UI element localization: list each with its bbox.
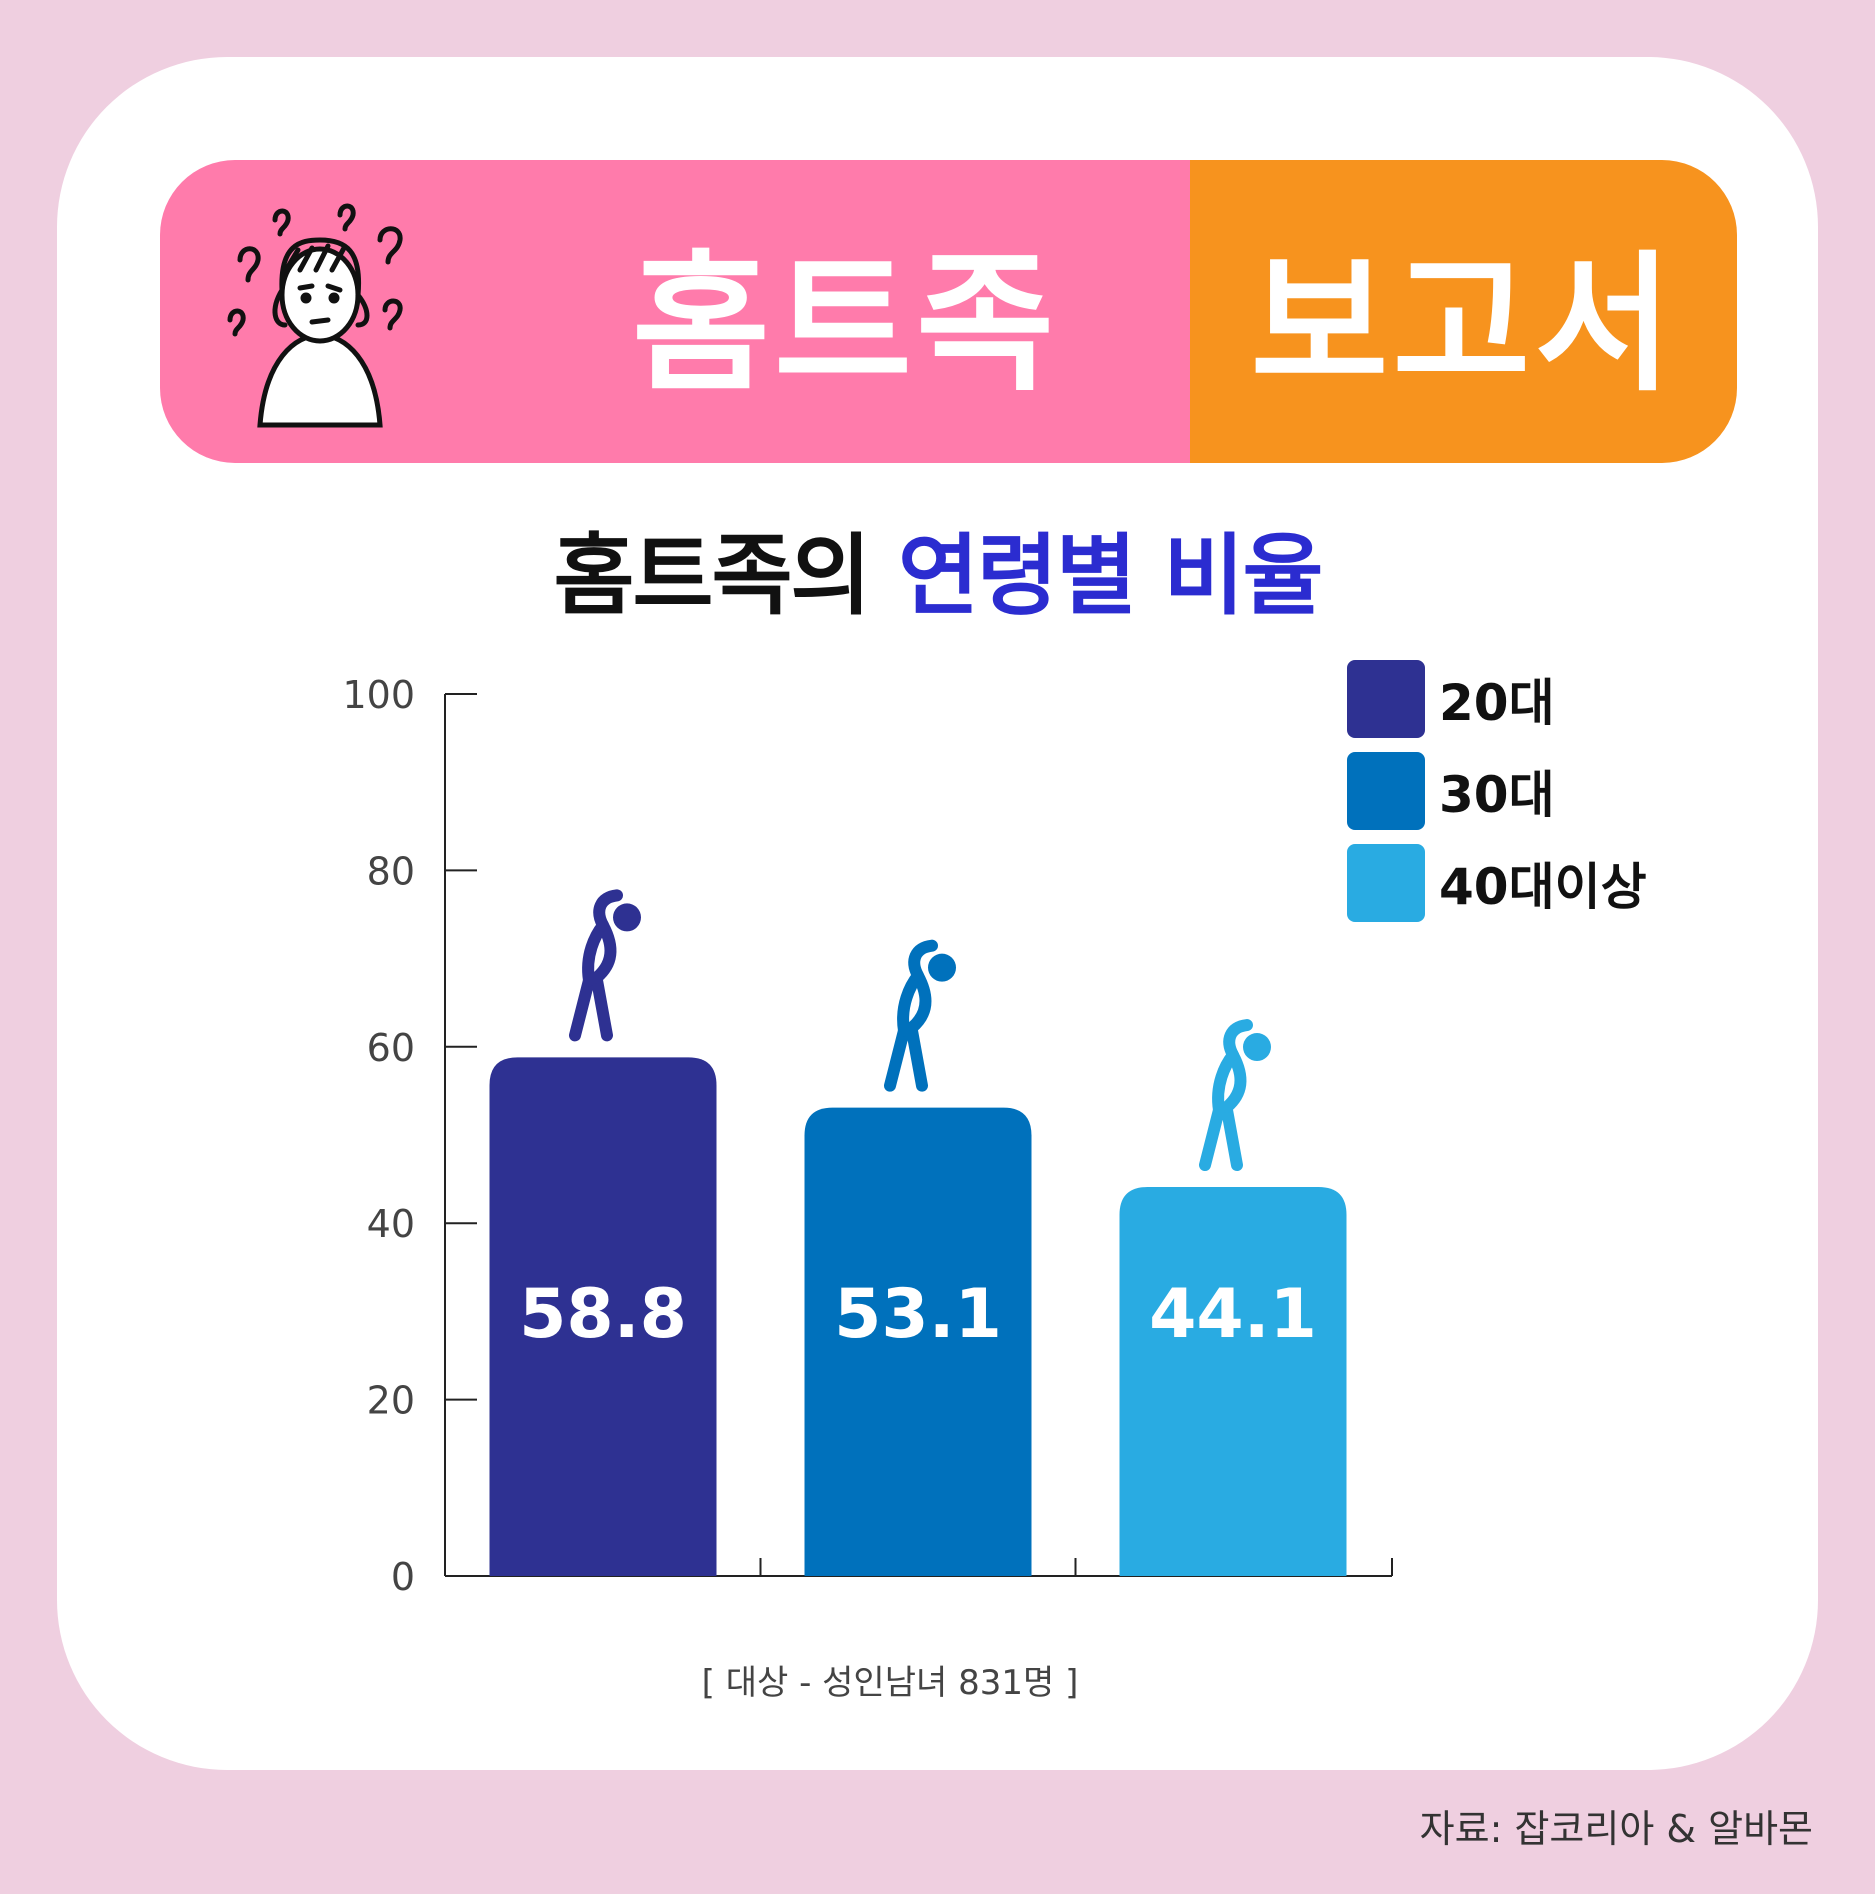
stretching-person-icon — [569, 889, 641, 1042]
legend-swatch — [1347, 660, 1425, 738]
source-credit: 자료: 잡코리아 & 알바몬 — [1419, 1807, 1813, 1851]
bar-1 — [489, 1057, 717, 1576]
y-tick-label: 60 — [367, 1026, 415, 1070]
chart-title: 홈트족의 연령별 비율 — [0, 505, 1875, 632]
banner-subtitle: 보고서 — [1250, 238, 1677, 412]
legend-label: 40대이상 — [1439, 858, 1647, 916]
y-tick-label: 40 — [367, 1202, 415, 1246]
confused-person-icon — [227, 203, 403, 428]
stretching-person-icon — [1199, 1019, 1271, 1172]
y-tick-label: 20 — [367, 1379, 415, 1423]
banner-title: 홈트족 — [631, 238, 1058, 412]
y-tick-label: 0 — [391, 1555, 415, 1599]
title-banner: 홈트족 보고서 — [160, 160, 1737, 463]
legend-swatch — [1347, 752, 1425, 830]
chart-title-highlight: 연령별 비율 — [898, 524, 1323, 627]
bar-value-label: 44.1 — [1149, 1275, 1317, 1354]
footnote: [ 대상 - 성인남녀 831명 ] — [701, 1663, 1079, 1703]
banner-right: 보고서 — [1190, 160, 1737, 463]
y-tick-label: 80 — [367, 849, 415, 893]
legend-item: 20대 — [1347, 653, 1647, 745]
chart-title-part1: 홈트족의 — [553, 524, 899, 627]
bar-value-label: 53.1 — [834, 1275, 1002, 1354]
banner-left: 홈트족 — [160, 160, 1190, 463]
legend-label: 20대 — [1439, 674, 1555, 732]
bar-value-label: 58.8 — [519, 1275, 687, 1354]
legend-swatch — [1347, 844, 1425, 922]
bar-3 — [1119, 1187, 1347, 1576]
y-tick-label: 100 — [342, 673, 415, 717]
bar-2 — [804, 1107, 1032, 1576]
legend-item: 30대 — [1347, 745, 1647, 837]
legend-label: 30대 — [1439, 766, 1555, 824]
legend-item: 40대이상 — [1347, 837, 1647, 929]
chart-legend: 20대 30대 40대이상 — [1347, 653, 1647, 929]
stretching-person-icon — [884, 939, 956, 1092]
